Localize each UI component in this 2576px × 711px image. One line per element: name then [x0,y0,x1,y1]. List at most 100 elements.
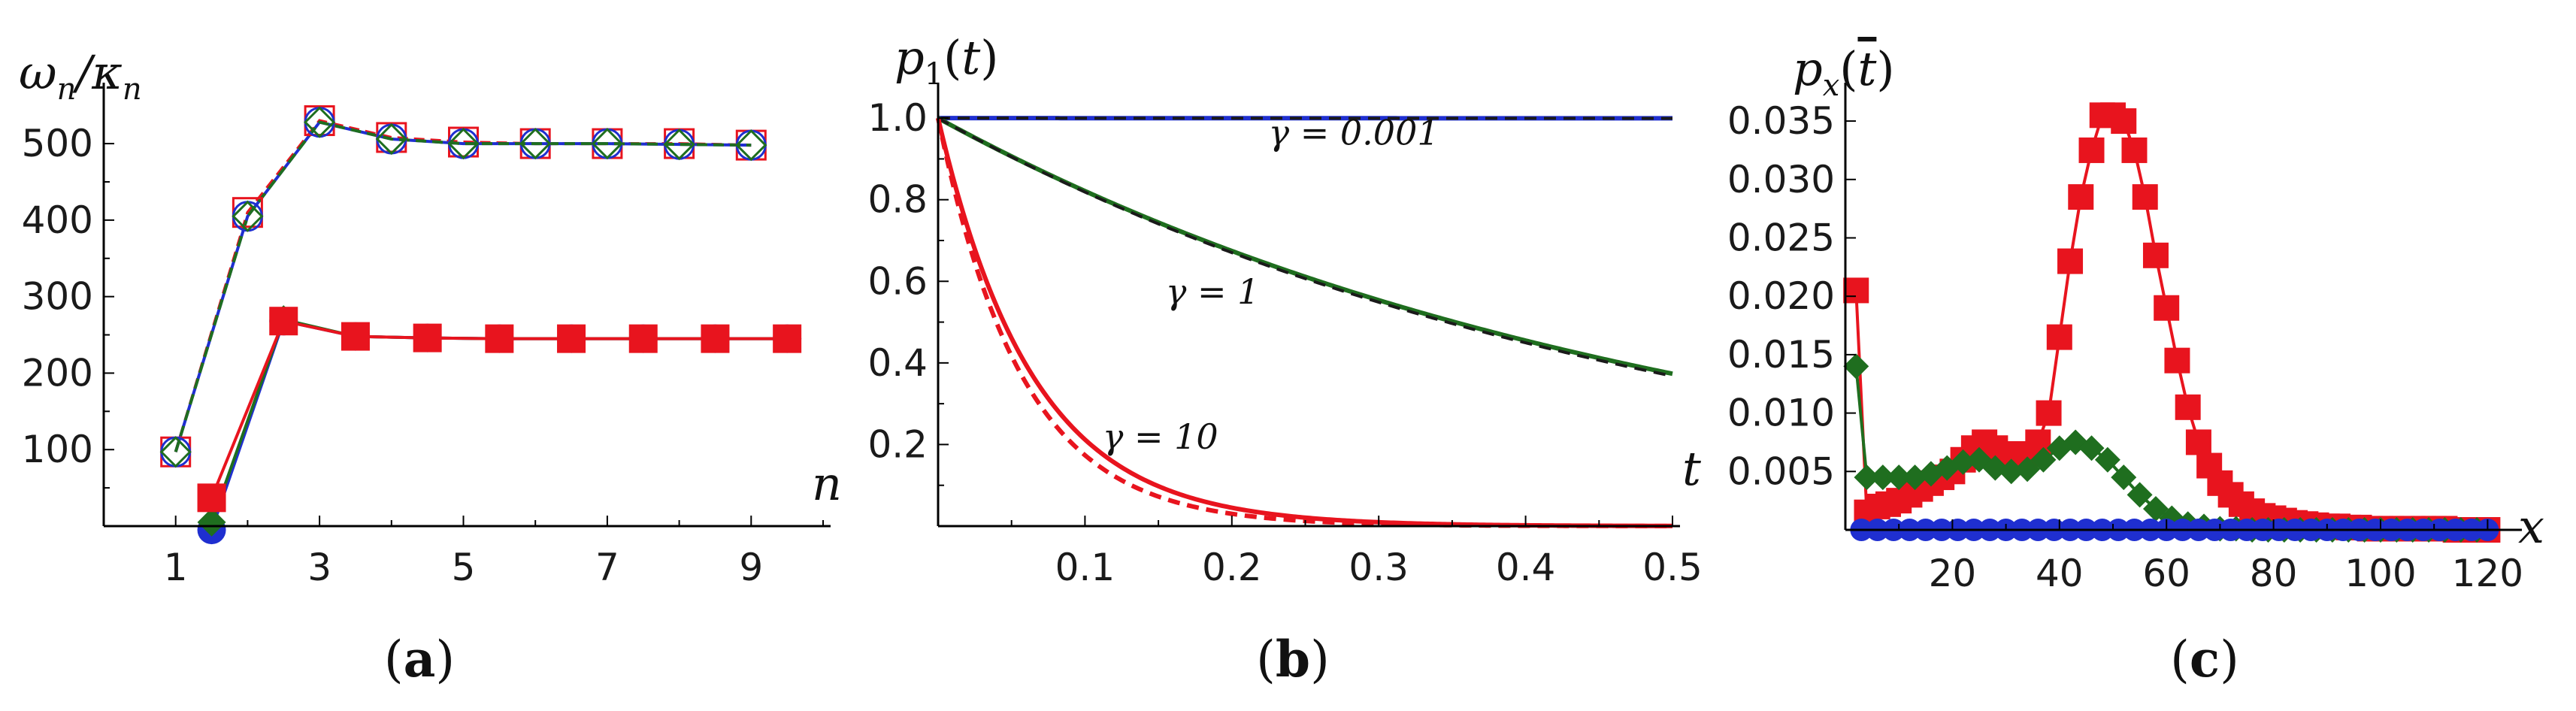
panel-c-series-0-marker [2132,184,2158,210]
panel-b-annotation-2: γ = 10 [1103,416,1218,457]
panel-c-series-1-marker [1998,458,2024,485]
panel-a-series-2-marker [663,128,695,161]
panel-c-axes: 20 40 60 80 100 120 0.005 0.010 0.015 0.020 0.025 0… [1727,83,2523,595]
panel-a-axes: 1 3 5 7 9 100 200 300 400 500 [22,83,831,589]
panel-a-ytick-label: 300 [22,275,93,319]
panel-c-xtick-label: 40 [2036,552,2084,595]
panel-a-ytick-label: 100 [22,428,93,471]
panel-b-series-4-line [936,117,1673,528]
panel-c-xlabel: x [2518,499,2544,554]
panel-c-series-0-marker [2068,184,2094,210]
panel-c-series-0-marker [2036,400,2062,426]
panel-a-ylabel: ωn/κn [19,45,142,107]
panel-a-series-2-marker [591,127,624,160]
panel-a-series [159,105,802,545]
panel-a-xtick-label: 7 [595,546,619,589]
panel-c-series-0-marker [2078,137,2105,163]
panel-b-xtick-label: 0.2 [1202,546,1262,589]
panel-c-caption: (c) [2170,630,2239,688]
panel-a-xtick-label: 9 [739,546,763,589]
panel-a-xtick-label: 1 [164,546,188,589]
panel-c-series-1-marker [2126,482,2153,508]
panel-c-ytick-label: 0.035 [1727,99,1835,143]
panel-b-ytick-label: 1.0 [867,96,928,140]
panel-c-series-0-marker [1843,277,1869,304]
panel-a-xtick-label: 3 [307,546,331,589]
panel-b-ylabel: p1(t) [894,30,998,92]
panel-a-series-2-marker [519,127,552,160]
panel-c: 20 40 60 80 100 120 0.005 0.010 0.015 0.020 0.025 0… [1727,41,2544,688]
panel-c-ytick-label: 0.025 [1727,216,1835,259]
panel-b-xtick-label: 0.3 [1349,546,1409,589]
panel-b-series-5-line [936,117,1673,528]
panel-b-series: γ = 0.001 γ = 1 γ = 10 [936,112,1673,528]
panel-a-series-1-line [174,120,752,452]
panel-c-series [1843,102,2501,543]
panel-c-xtick-label: 60 [2142,552,2190,595]
panel-c-series-0-marker [2111,108,2137,135]
panel-c-series-1-marker [1843,353,1869,380]
panel-c-series-0-marker [2154,295,2180,321]
panel-c-ytick-label: 0.020 [1727,274,1835,318]
panel-a-series-5-marker [341,322,370,351]
panel-a-xlabel: n [812,456,842,511]
panel-a-series-2-marker [303,106,336,138]
panel-a-caption: (a) [384,630,455,688]
panel-a-series-2-marker [375,123,407,156]
panel-c-xtick-label: 20 [1929,552,1977,595]
panel-c-series-0-marker [2121,137,2148,163]
panel-b-caption-letter: b [1276,630,1310,688]
panel-c-series-0-marker [2164,347,2190,374]
panel-b-series-2-line [937,116,1673,377]
panel-b-caption: (b) [1256,630,1330,688]
panel-a-series-5-marker [557,324,586,353]
panel-b-xtick-label: 0.5 [1642,546,1703,589]
panel-c-series-1-marker [1869,464,1896,491]
panel-c-series-1-marker [2111,464,2137,491]
panel-c-xtick-label: 80 [2250,552,2298,595]
panel-c-series-0-marker [2185,429,2211,455]
panel-a-series-2-marker [232,200,264,232]
panel-c-series-1-marker [1886,464,1912,491]
panel-c-series-1-marker [2030,446,2057,473]
panel-a-series-5-marker [269,307,298,336]
panel-c-caption-letter: c [2190,630,2220,688]
panel-b-ytick-label: 0.4 [867,341,928,385]
panel-c-series-0-marker [2175,394,2201,420]
panel-a-series-5-marker [628,324,658,353]
panel-b-xtick-label: 0.4 [1496,546,1556,589]
panel-b-ytick-label: 0.6 [867,259,928,303]
panel-c-series-1-line [1854,366,2478,531]
panel-a-ytick-label: 400 [22,198,93,242]
panel-c-series-0-marker [2057,248,2084,274]
panel-c-ylabel: px(t) [1793,41,1895,103]
panel-c-series-1-marker [2078,435,2105,461]
panel-c-series-1-marker [1854,464,1880,491]
panel-b-xtick-label: 0.1 [1055,546,1115,589]
panel-b-series-3-line [937,116,1673,378]
panel-a: 1 3 5 7 9 100 200 300 400 500 ωn/κn n (a) [19,45,842,688]
panel-a-ytick-label: 500 [22,122,93,165]
panel-a-series-0-line [174,119,752,452]
panel-c-series-1-marker [2094,446,2120,473]
panel-b-ytick-label: 0.8 [867,178,928,222]
panel-a-series-5-marker [701,324,730,353]
panel-a-series-5-marker [197,483,226,513]
panel-c-xtick-label: 120 [2452,552,2523,595]
panel-a-xtick-label: 5 [452,546,476,589]
panel-c-series-1-marker [1950,449,1976,475]
panel-c-ytick-label: 0.005 [1727,449,1835,493]
panel-a-ytick-label: 200 [22,351,93,395]
panel-b-annotation-0: γ = 0.001 [1269,112,1439,153]
panel-b-ytick-label: 0.2 [867,422,928,466]
panel-a-series-2-marker [159,436,192,468]
panel-a-caption-letter: a [404,630,436,688]
panel-a-series-4-marker [197,507,226,537]
panel-c-ytick-label: 0.030 [1727,158,1835,201]
panel-c-ytick-label: 0.015 [1727,333,1835,377]
panel-a-series-2-line [174,120,752,452]
panel-b-axes: 0.1 0.2 0.3 0.4 0.5 0.2 0.4 0.6 0.8 1.0 [867,83,1703,589]
panel-c-series-0-marker [2142,242,2169,268]
panel-b-xlabel: t [1682,441,1701,496]
